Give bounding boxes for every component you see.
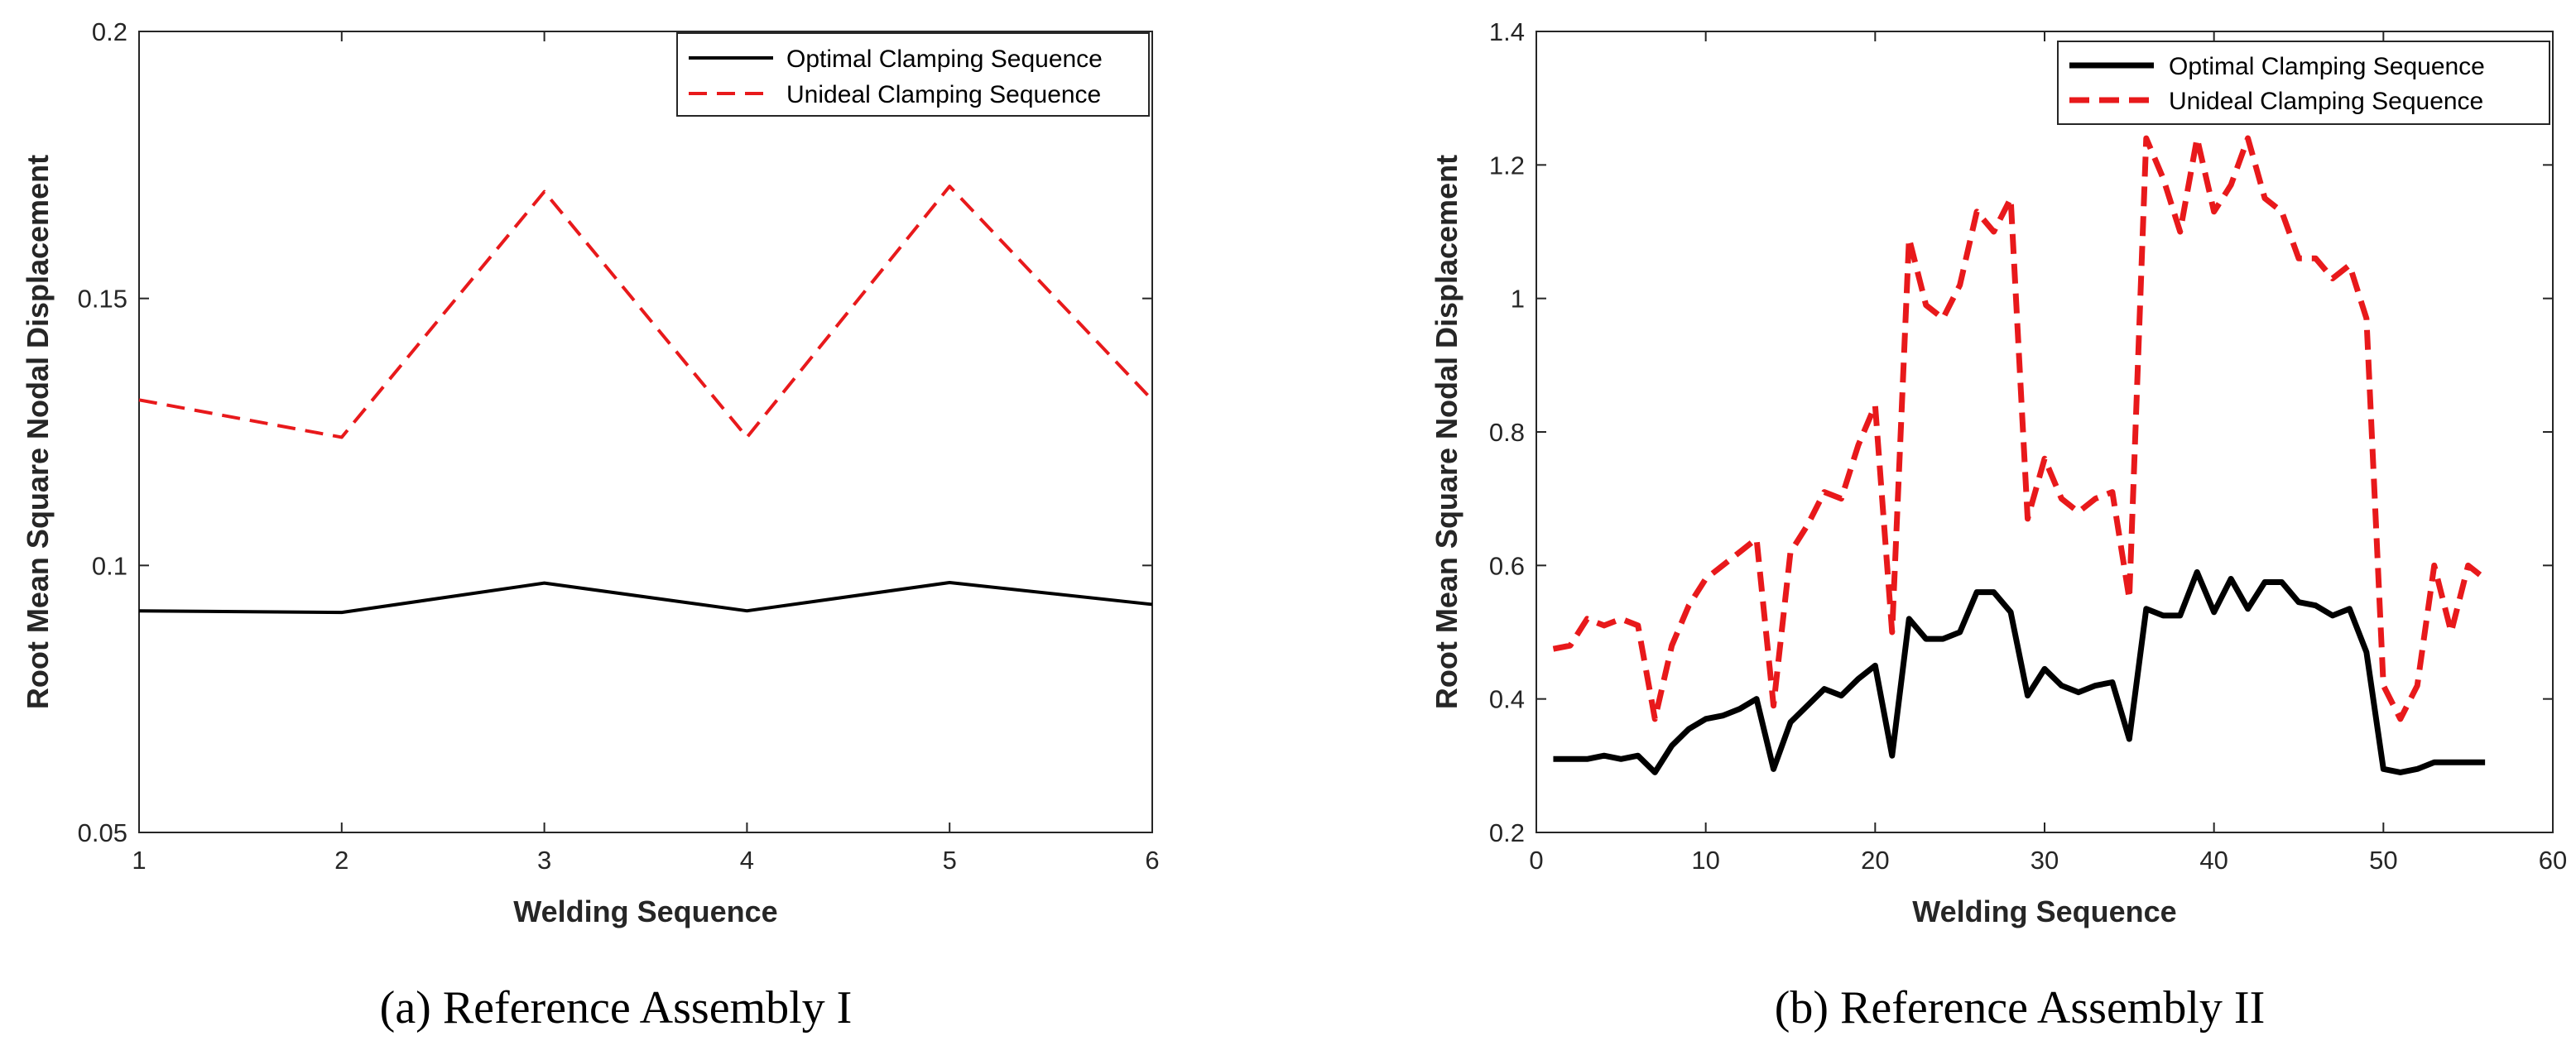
chart-a-xtick-label: 1 [132, 846, 146, 875]
chart-b-ytick-label: 1.2 [1489, 151, 1525, 180]
chart-a-xtick-label: 2 [334, 846, 348, 875]
chart-a-legend-label-optimal: Optimal Clamping Sequence [786, 46, 1103, 73]
chart-a-xlabel: Welding Sequence [513, 895, 777, 928]
chart-b-xtick-label: 10 [1691, 846, 1719, 875]
chart-a-ylabel: Root Mean Square Nodal Displacement [21, 155, 55, 709]
chart-a-plot-lines [138, 31, 1153, 833]
chart-a-ytick-label: 0.1 [92, 551, 127, 580]
chart-b-axes-frame [1536, 31, 2554, 833]
chart-b-ticks: 0 10 20 30 40 50 60 0.2 0.4 0.6 0.8 1 1.2 1.4 [1489, 17, 2567, 875]
chart-a-xtick-label: 6 [1145, 846, 1159, 875]
chart-b-ytick-label: 0.8 [1489, 418, 1525, 447]
chart-a-legend: Optimal Clamping Sequence Unideal Clampi… [676, 32, 1150, 117]
chart-a-ticks: 1 2 3 4 5 6 0.05 0.1 0.15 0.2 [78, 17, 1160, 875]
chart-b-legend: Optimal Clamping Sequence Unideal Clampi… [2057, 41, 2550, 125]
chart-a-ytick-label: 0.05 [78, 818, 127, 847]
chart-a-xtick-label: 4 [740, 846, 754, 875]
chart-b-ytick-label: 0.2 [1489, 818, 1525, 847]
chart-a-xtick-label: 3 [537, 846, 551, 875]
chart-b-xtick-label: 40 [2199, 846, 2228, 875]
chart-a-series [138, 185, 1154, 615]
chart-b-legend-label-optimal: Optimal Clamping Sequence [2169, 53, 2485, 80]
chart-b-caption: (b) Reference Assembly II [1775, 982, 2265, 1034]
chart-a-ytick-label: 0.2 [92, 17, 127, 46]
chart-a-caption: (a) Reference Assembly I [380, 982, 853, 1034]
chart-b-xtick-label: 20 [1861, 846, 1889, 875]
chart-b-xlabel: Welding Sequence [1912, 895, 2176, 928]
chart-b-xtick-label: 50 [2369, 846, 2397, 875]
chart-b-ytick-label: 1.4 [1489, 17, 1525, 46]
chart-a-xtick-label: 5 [943, 846, 957, 875]
chart-a-series-unideal-line [138, 185, 1154, 439]
chart-b-legend-box [2057, 41, 2550, 125]
chart-b-ytick-label: 0.6 [1489, 551, 1525, 580]
chart-a-legend-box [676, 32, 1150, 117]
chart-b-xtick-label: 30 [2031, 846, 2059, 875]
chart-a-legend-label-unideal: Unideal Clamping Sequence [786, 81, 1101, 108]
chart-b-series-optimal-line [1553, 568, 2486, 775]
chart-b-series [1552, 135, 2487, 775]
chart-b-xtick-label: 0 [1529, 846, 1543, 875]
chart-a: 1 2 3 4 5 6 0.05 0.1 0.15 0.2 Welding Sequence Ro… [21, 17, 1160, 1034]
chart-b-ytick-label: 0.4 [1489, 685, 1525, 714]
chart-a-series-optimal-line [138, 580, 1153, 615]
chart-b-ytick-label: 1 [1511, 285, 1525, 314]
chart-a-ytick-label: 0.15 [78, 285, 127, 314]
chart-b-legend-label-unideal: Unideal Clamping Sequence [2169, 88, 2483, 115]
chart-b-series-unideal-line [1552, 135, 2487, 722]
chart-b-xtick-label: 60 [2539, 846, 2567, 875]
chart-b: 0 10 20 30 40 50 60 0.2 0.4 0.6 0.8 1 1.2 1.4 Welding… [1430, 17, 2567, 1034]
chart-b-ylabel: Root Mean Square Nodal Displacement [1430, 155, 1463, 709]
chart-a-axes-frame [138, 31, 1153, 833]
